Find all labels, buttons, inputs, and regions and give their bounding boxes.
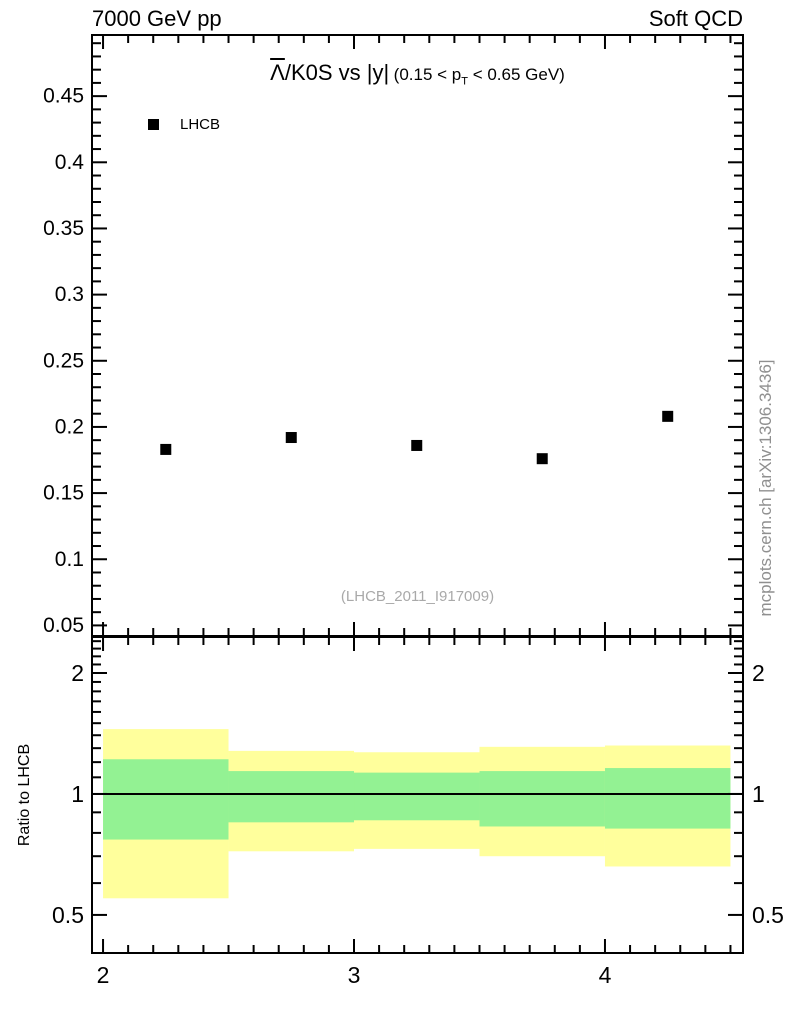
- inner-uncertainty-band: [354, 772, 480, 821]
- plot-header: 7000 GeV pp Soft QCD: [92, 6, 743, 32]
- legend-marker-square: [148, 119, 159, 130]
- x-tick-label: 2: [97, 962, 110, 988]
- main-y-tick-label: 0.4: [55, 151, 85, 174]
- ratio-y-tick-label-right: 2: [752, 660, 765, 686]
- beam-label: 7000 GeV pp: [92, 6, 222, 31]
- observable-title: Λ/K0S vs |y|: [270, 60, 390, 85]
- x-axis-labels: 2 3 4: [97, 962, 612, 988]
- data-point-marker: [285, 432, 297, 444]
- mcplots-watermark: mcplots.cern.ch [arXiv:1306.3436]: [756, 359, 775, 617]
- legend: LHCB: [148, 116, 220, 133]
- data-point-marker: [411, 439, 423, 451]
- pt-cut-label: (0.15 < pT < 0.65 GeV): [393, 65, 565, 88]
- inner-uncertainty-band: [103, 759, 229, 840]
- main-y-tick-label: 0.25: [43, 349, 84, 372]
- x-axis-ticks: [102, 36, 732, 952]
- ratio-y-tick-label-left: 0.5: [52, 902, 84, 928]
- main-y-tick-label: 0.2: [55, 415, 84, 438]
- main-y-axis-ticks: 0.05 0.1 0.15 0.2 0.25 0.3 0.35 0.4 0.45: [43, 42, 742, 637]
- ratio-uncertainty-bands: [103, 729, 731, 899]
- legend-label: LHCB: [180, 116, 221, 133]
- plot-title: Λ/K0S vs |y| (0.15 < pT < 0.65 GeV): [92, 60, 743, 87]
- main-y-tick-label: 0.15: [43, 482, 84, 505]
- ratio-axis-title: Ratio to LHCB: [16, 743, 33, 847]
- analysis-id-annotation: (LHCB_2011_I917009): [340, 588, 495, 605]
- x-tick-label: 3: [348, 962, 361, 988]
- data-series-LHCB: [160, 410, 674, 465]
- inner-uncertainty-band: [604, 768, 731, 829]
- data-point-marker: [662, 410, 674, 422]
- ratio-y-tick-label-right: 1: [752, 781, 765, 807]
- data-point-marker: [536, 453, 548, 465]
- main-y-tick-label: 0.05: [43, 614, 84, 637]
- inner-uncertainty-band: [228, 771, 355, 823]
- data-point-marker: [160, 443, 172, 455]
- main-y-tick-label: 0.35: [43, 217, 84, 240]
- x-tick-label: 4: [599, 962, 612, 988]
- inner-uncertainty-band: [479, 771, 605, 827]
- ratio-y-tick-label-left: 1: [71, 781, 84, 807]
- ratio-y-axis-ticks: 0.5 0.5 1 1 2 2: [52, 640, 784, 928]
- process-group-label: Soft QCD: [648, 6, 743, 31]
- ratio-y-tick-label-right: 0.5: [752, 902, 784, 928]
- main-y-tick-label: 0.45: [43, 85, 84, 108]
- ratio-plot-frame: [91, 636, 744, 954]
- main-y-tick-label: 0.1: [55, 548, 84, 571]
- main-y-tick-label: 0.3: [55, 283, 84, 306]
- ratio-y-tick-label-left: 2: [71, 660, 84, 686]
